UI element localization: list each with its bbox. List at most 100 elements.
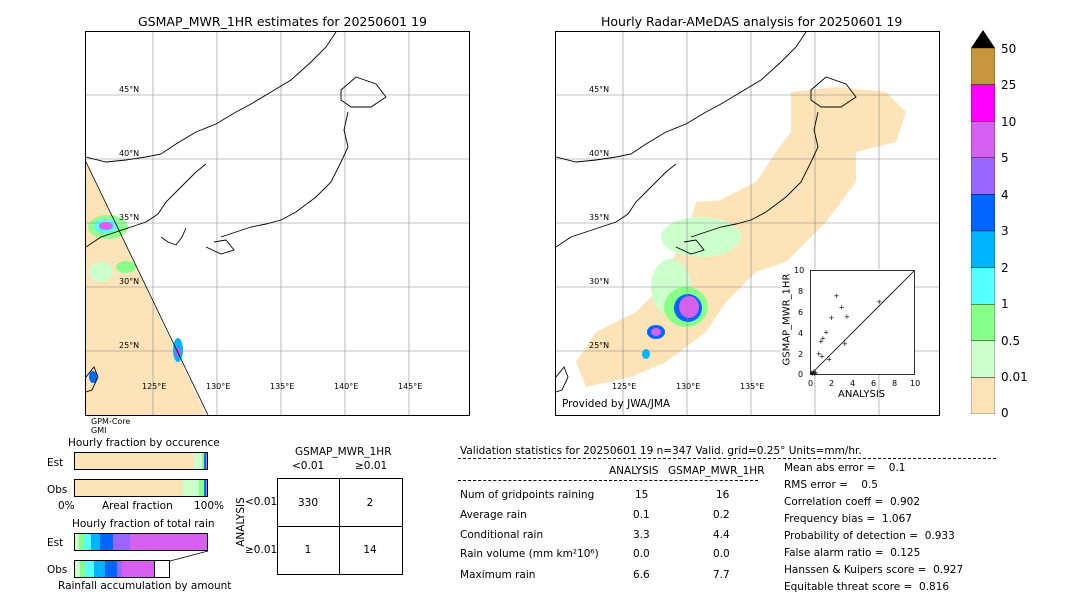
coastline	[556, 366, 569, 393]
stat-label: Num of gridpoints raining	[460, 489, 595, 501]
scatter-point: +	[844, 313, 850, 321]
colorbar-label-2: 2	[1001, 261, 1009, 275]
colorbar-label-1: 1	[1001, 297, 1009, 311]
fraction-segment	[126, 561, 155, 577]
coastline	[556, 163, 677, 248]
colorbar-label-0-5: 0.5	[1001, 334, 1021, 348]
stat-label: Rain volume (mm km²10⁶)	[460, 548, 599, 560]
coastline	[86, 163, 207, 248]
scatter-ytick: 8	[798, 287, 804, 296]
scatter-point: +	[810, 369, 815, 376]
scatter-point: +	[828, 314, 834, 322]
coastline	[160, 227, 187, 246]
lat-label-45: 45°N	[589, 85, 610, 94]
lon-label-135: 135°E	[270, 382, 295, 391]
contingency-grid: 330 2 1 14	[277, 478, 403, 575]
contingency-cell-c: 1	[304, 544, 312, 556]
coastline	[690, 111, 819, 238]
score-line: RMS error = 0.5	[784, 479, 878, 491]
lon-label-125: 125°E	[612, 382, 637, 391]
occurrence-est-bar	[74, 452, 208, 470]
scatter-xtick: 10	[910, 379, 921, 388]
scatter-point: +	[839, 303, 845, 311]
score-line: Equitable threat score = 0.816	[784, 581, 950, 593]
validation-table-divider	[458, 480, 758, 481]
stat-analysis: 3.3	[633, 529, 650, 541]
occurrence-row-obs: Obs	[47, 484, 68, 496]
colorbar-segment	[970, 230, 996, 268]
lat-label-35: 35°N	[589, 213, 610, 222]
scatter-xtick: 4	[850, 379, 856, 388]
stat-label: Conditional rain	[460, 529, 544, 541]
scatter-point: +	[823, 328, 829, 336]
stat-gsmap: 4.4	[713, 529, 730, 541]
left-map: 45°N 40°N 35°N 30°N 25°N 125°E 130°E 135…	[85, 31, 470, 416]
fraction-segment	[75, 480, 185, 496]
total-rain-footer: Rainfall accumulation by amount	[58, 580, 232, 592]
contingency-title: GSMAP_MWR_1HR	[295, 446, 392, 458]
lon-label-145: 145°E	[398, 382, 423, 391]
occurrence-axis-right: 100%	[194, 500, 225, 512]
lat-label-35: 35°N	[119, 213, 140, 222]
coastline	[205, 239, 235, 255]
colorbar-segment	[970, 157, 996, 195]
rain-patch	[642, 349, 650, 359]
fraction-segment	[183, 480, 201, 496]
colorbar-segment	[970, 120, 996, 158]
scatter-point: +	[810, 370, 816, 376]
coastline	[220, 111, 349, 238]
rain-patch	[89, 371, 97, 383]
colorbar-segment	[970, 340, 996, 378]
fraction-segment	[205, 453, 207, 469]
scatter-point: +	[826, 355, 832, 363]
lat-label-25: 25°N	[119, 341, 140, 350]
colorbar-label-5: 5	[1001, 151, 1009, 165]
scatter-point: +	[834, 292, 840, 300]
colorbar-extend-arrow	[971, 30, 995, 48]
validation-divider	[458, 458, 996, 459]
scatter-ylabel: GSMAP_MWR_1HR	[781, 273, 793, 366]
scatter-point: +	[842, 340, 848, 348]
colorbar-label-4: 4	[1001, 188, 1009, 202]
scatter-point: +	[811, 368, 817, 376]
contingency-col-ge: ≥0.01	[355, 460, 388, 472]
lon-label-140: 140°E	[334, 382, 359, 391]
satellite-label: GPM-Core	[91, 417, 131, 426]
rain-patch	[99, 222, 113, 230]
data-credit: Provided by JWA/JMA	[562, 398, 671, 410]
stat-gsmap: 16	[716, 489, 730, 501]
lat-label-30: 30°N	[119, 277, 140, 286]
lat-label-25: 25°N	[589, 341, 610, 350]
coastline	[810, 76, 857, 108]
colorbar-label-0-01: 0.01	[1001, 370, 1028, 384]
occurrence-title: Hourly fraction by occurence	[68, 437, 220, 449]
scatter-ytick: 6	[798, 308, 804, 317]
score-line: Probability of detection = 0.933	[784, 530, 955, 542]
scatter-xlabel: ANALYSIS	[838, 389, 886, 400]
scatter-point: +	[812, 370, 818, 376]
rain-patch	[651, 328, 661, 336]
lon-label-130: 130°E	[206, 382, 231, 391]
colorbar-segment	[970, 304, 996, 342]
fraction-segment	[130, 534, 207, 550]
colorbar-segment	[970, 84, 996, 122]
scatter-point: +	[820, 335, 826, 343]
coastline	[556, 32, 807, 163]
stat-analysis: 15	[635, 489, 649, 501]
colorbar-segment	[970, 194, 996, 232]
contingency-row-lt: <0.01	[245, 496, 278, 508]
scatter-ytick: 10	[794, 266, 805, 275]
occurrence-row-est: Est	[47, 457, 64, 469]
lat-label-45: 45°N	[119, 85, 140, 94]
validation-col-analysis: ANALYSIS	[609, 465, 659, 477]
contingency-cell-a: 330	[297, 497, 319, 509]
scatter-xtick: 8	[892, 379, 898, 388]
scatter-plot: +++++++++++++++++	[810, 270, 915, 376]
sensor-label: GMI	[91, 426, 107, 435]
score-line: False alarm ratio = 0.125	[784, 547, 921, 559]
scatter-ytick: 0	[798, 370, 804, 379]
stat-label: Average rain	[460, 509, 527, 521]
validation-header: Validation statistics for 20250601 19 n=…	[460, 445, 862, 457]
total-rain-connector	[169, 550, 209, 562]
lat-label-40: 40°N	[119, 149, 140, 158]
